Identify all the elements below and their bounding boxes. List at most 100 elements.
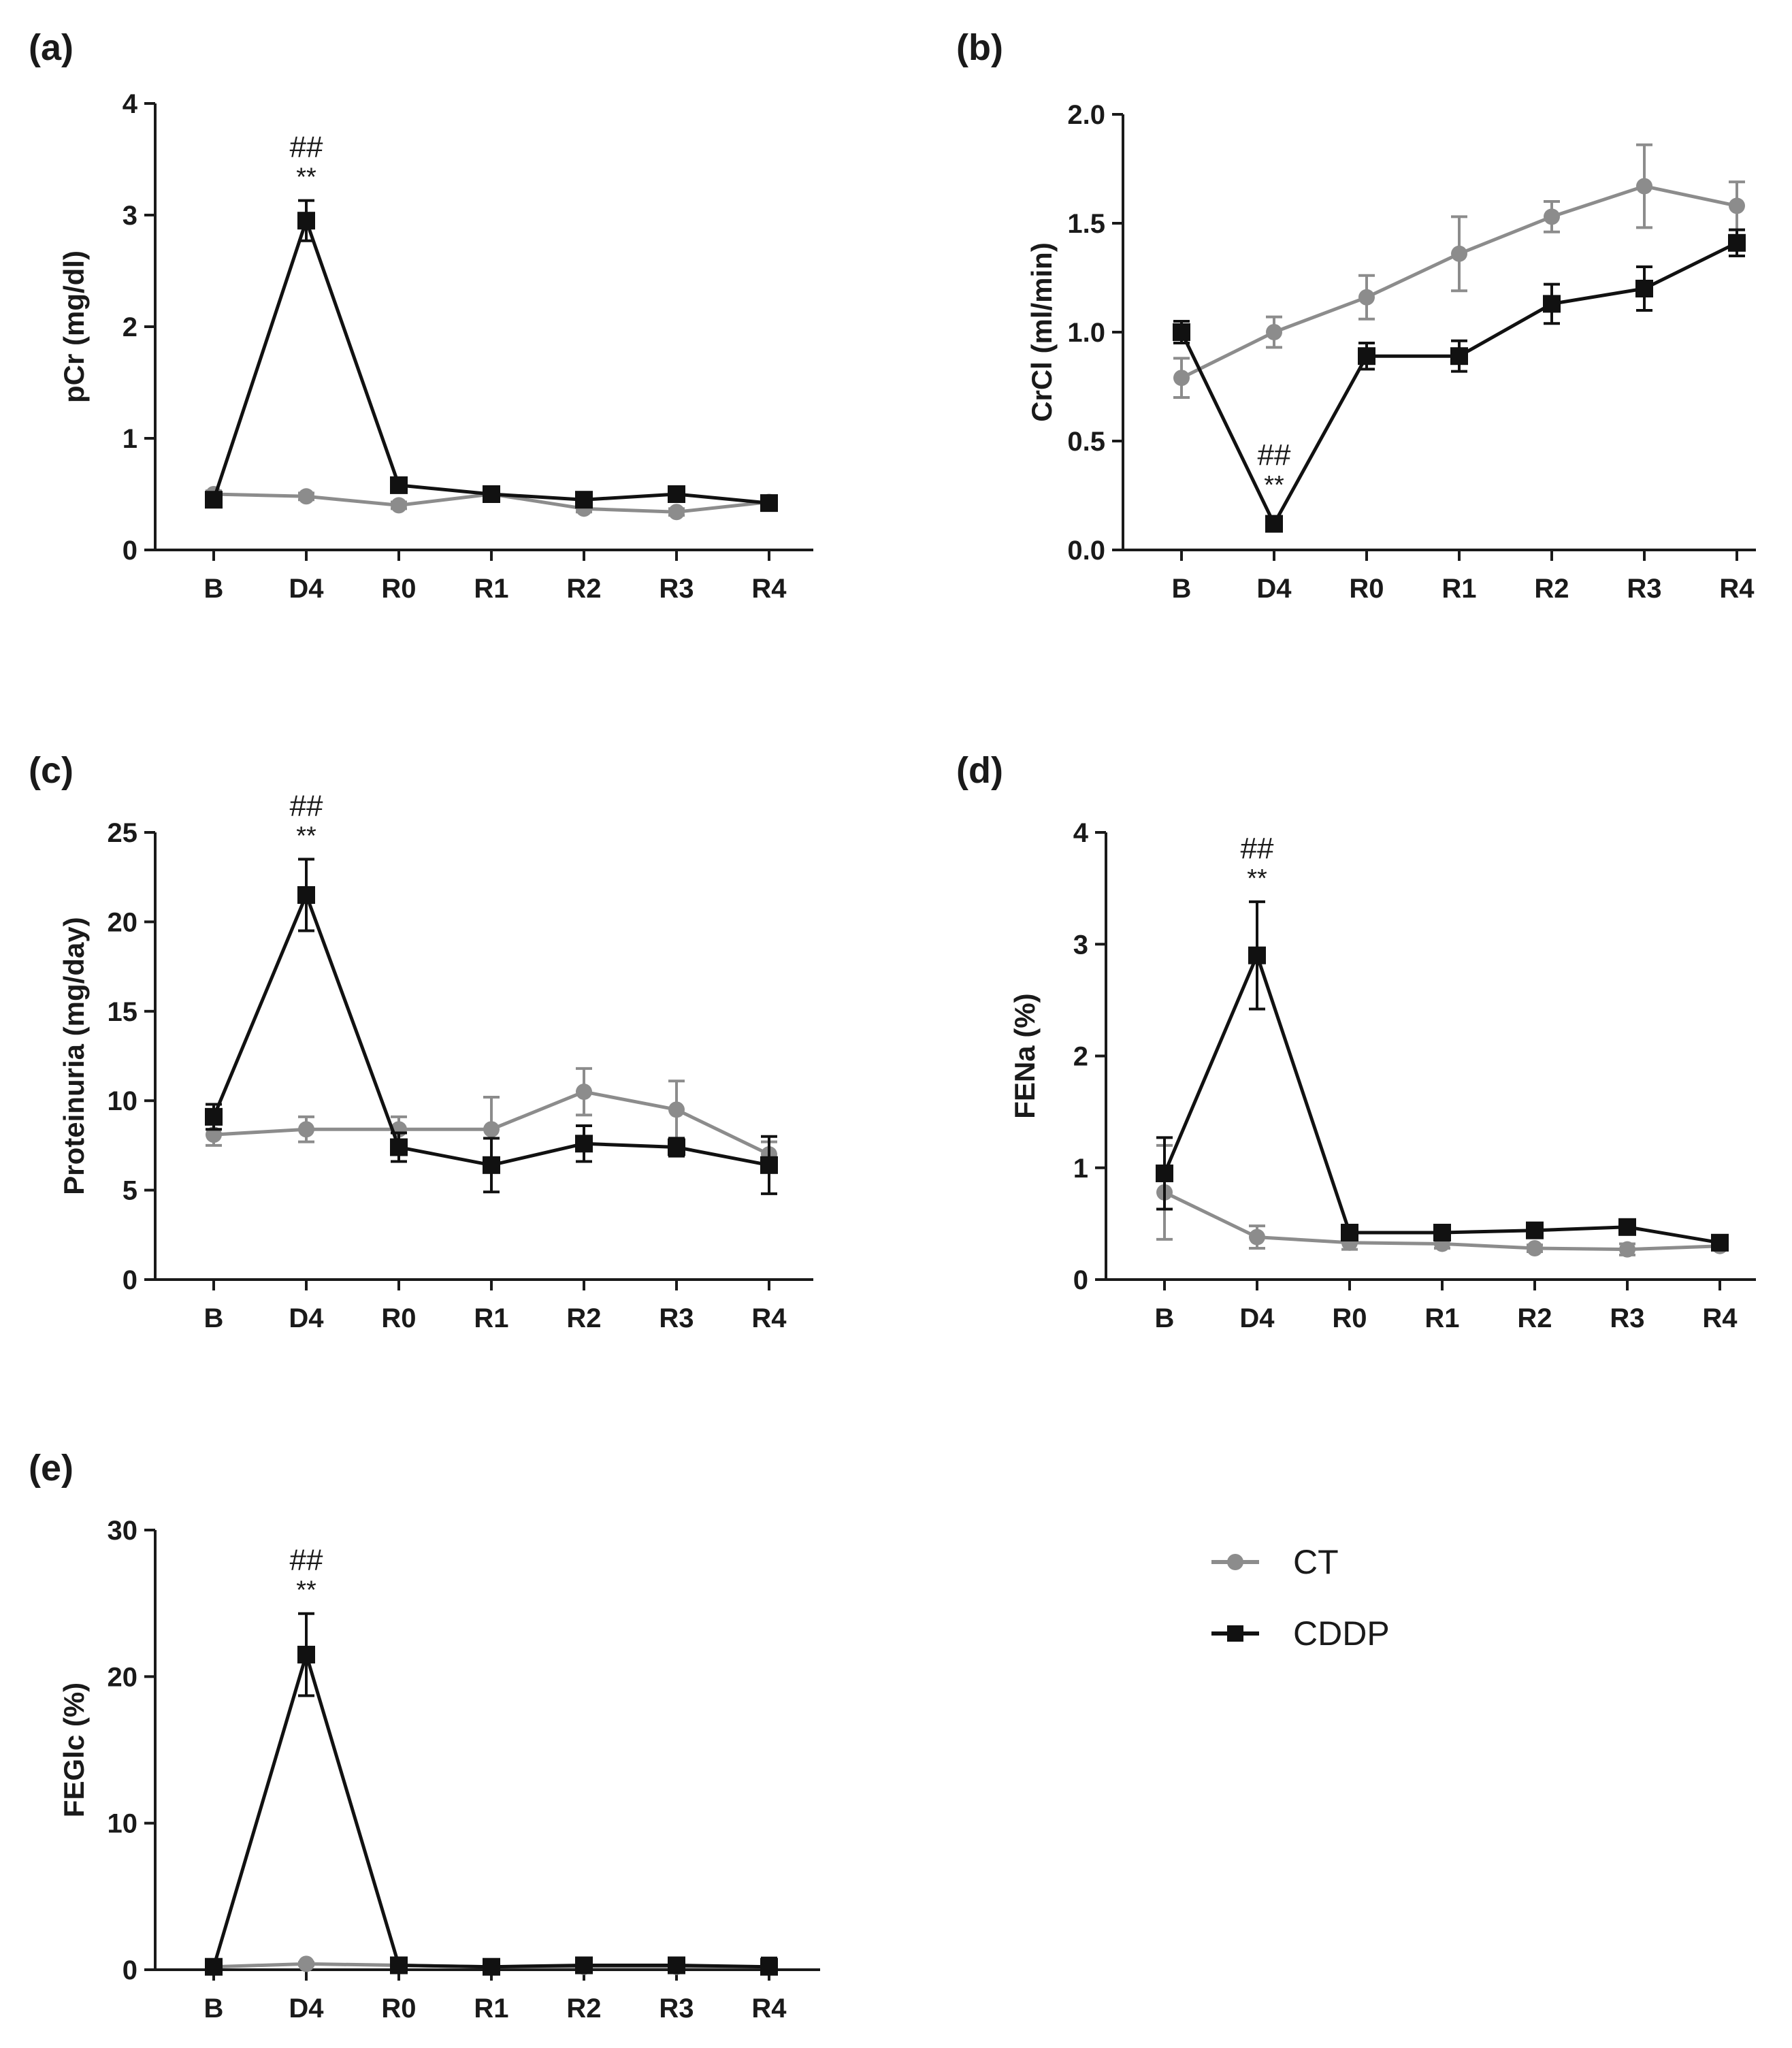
series-cddp bbox=[205, 1612, 778, 1976]
data-point-cddp bbox=[390, 1956, 408, 1974]
x-tick-label: R0 bbox=[381, 1303, 416, 1333]
x-tick-label: D4 bbox=[289, 1303, 324, 1333]
data-point-cddp bbox=[390, 476, 408, 494]
x-tick-label: R3 bbox=[659, 1994, 694, 2023]
series-cddp bbox=[205, 858, 778, 1195]
y-tick-label: 1 bbox=[123, 424, 137, 454]
y-tick-label: 2 bbox=[1073, 1042, 1088, 1072]
chart-panel-d: (d) 0 1 2 3 4 B D4 R0 R1 R2 R3 R4 FENa (%) **## bbox=[956, 750, 1756, 1333]
y-axis-label: CrCl (ml/min) bbox=[1026, 242, 1058, 422]
x-tick-label: R4 bbox=[751, 574, 787, 604]
x-tick-label: R4 bbox=[751, 1303, 787, 1333]
legend-marker-cddp bbox=[1227, 1625, 1243, 1642]
panel-label-b: (b) bbox=[956, 27, 1003, 68]
series-line-cddp bbox=[212, 1653, 770, 1969]
x-tick-label: R2 bbox=[566, 1994, 601, 2023]
y-tick-label: 5 bbox=[123, 1176, 137, 1206]
y-tick-label: 2.0 bbox=[1067, 100, 1105, 130]
significance-hashes: ## bbox=[1241, 832, 1274, 865]
data-point-cddp bbox=[760, 494, 778, 513]
data-point-ct bbox=[298, 1121, 314, 1138]
chart-panel-a: (a) 0 1 2 3 4 B D4 R0 R1 R2 R3 R4 pCr (mg/dl) **## bbox=[29, 27, 813, 604]
x-tick-label: B bbox=[204, 1994, 224, 2023]
significance-stars: ** bbox=[1264, 471, 1284, 500]
y-axis-label: pCr (mg/dl) bbox=[58, 250, 90, 403]
x-tick-label: R2 bbox=[1517, 1303, 1552, 1333]
x-tick-label: R4 bbox=[1719, 574, 1755, 604]
data-point-cddp bbox=[668, 1956, 685, 1974]
panel-label-a: (a) bbox=[29, 27, 74, 68]
significance-hashes: ## bbox=[290, 789, 323, 822]
data-point-ct bbox=[1729, 197, 1745, 214]
x-tick-label: D4 bbox=[1239, 1303, 1275, 1333]
chart-panel-c: (c) 0 5 10 15 20 25 B D4 R0 R1 R2 R3 R4 Proteinuria (m… bbox=[29, 750, 813, 1333]
data-point-cddp bbox=[483, 1156, 500, 1174]
data-point-cddp bbox=[1341, 1224, 1358, 1242]
data-point-ct bbox=[1173, 370, 1190, 387]
series-ct bbox=[1156, 1143, 1728, 1258]
data-point-ct bbox=[1544, 208, 1560, 225]
data-point-cddp bbox=[483, 485, 500, 503]
x-tick-label: B bbox=[204, 1303, 224, 1333]
significance-hashes: ## bbox=[290, 131, 323, 164]
y-tick-label: 4 bbox=[1073, 818, 1089, 848]
x-tick-label: R0 bbox=[381, 574, 416, 604]
y-tick-label: 10 bbox=[108, 1809, 138, 1839]
data-point-cddp bbox=[1248, 946, 1266, 964]
x-tick-label: R1 bbox=[1441, 574, 1476, 604]
data-point-ct bbox=[1358, 289, 1375, 306]
x-tick-label: D4 bbox=[289, 1994, 324, 2023]
y-axis-label: Proteinuria (mg/day) bbox=[58, 917, 90, 1194]
legend-label-cddp: CDDP bbox=[1293, 1614, 1390, 1653]
series-cddp bbox=[1173, 228, 1746, 533]
data-point-ct bbox=[668, 504, 685, 521]
series-line-cddp bbox=[212, 218, 770, 505]
significance-stars: ** bbox=[296, 163, 316, 192]
x-tick-label: R3 bbox=[1627, 574, 1661, 604]
x-tick-label: R3 bbox=[659, 1303, 694, 1333]
data-point-ct bbox=[1636, 178, 1652, 195]
data-point-cddp bbox=[205, 1957, 223, 1976]
data-point-ct bbox=[1451, 245, 1467, 262]
x-tick-label: R4 bbox=[1702, 1303, 1738, 1333]
data-point-cddp bbox=[1433, 1224, 1451, 1242]
legend-label-ct: CT bbox=[1293, 1543, 1339, 1581]
data-point-ct bbox=[391, 497, 407, 514]
data-point-cddp bbox=[668, 485, 685, 503]
y-tick-label: 0.5 bbox=[1067, 427, 1105, 457]
x-tick-label: R1 bbox=[474, 574, 508, 604]
x-tick-label: R3 bbox=[1610, 1303, 1644, 1333]
data-point-cddp bbox=[760, 1957, 778, 1976]
significance-stars: ** bbox=[1247, 864, 1267, 893]
x-tick-label: R0 bbox=[381, 1994, 416, 2023]
significance-stars: ** bbox=[296, 822, 316, 850]
data-point-cddp bbox=[205, 491, 223, 509]
y-tick-label: 15 bbox=[108, 997, 138, 1027]
data-point-cddp bbox=[483, 1957, 500, 1976]
data-point-cddp bbox=[575, 1956, 593, 1974]
x-tick-label: R3 bbox=[659, 574, 694, 604]
data-point-ct bbox=[298, 1955, 314, 1972]
y-tick-label: 0.0 bbox=[1067, 536, 1105, 566]
data-point-cddp bbox=[1728, 233, 1746, 252]
x-tick-label: R2 bbox=[566, 1303, 601, 1333]
y-tick-label: 10 bbox=[108, 1086, 138, 1116]
chart-panel-b: (b) 0.0 0.5 1.0 1.5 2.0 B D4 R0 R1 R2 R3 R4 CrCl (ml/… bbox=[956, 27, 1756, 604]
data-point-cddp bbox=[575, 491, 593, 509]
y-tick-label: 0 bbox=[123, 536, 137, 566]
data-point-cddp bbox=[760, 1156, 778, 1174]
data-point-cddp bbox=[1711, 1233, 1729, 1252]
y-tick-label: 20 bbox=[108, 907, 138, 937]
y-tick-label: 3 bbox=[1073, 930, 1088, 960]
data-point-ct bbox=[1249, 1229, 1265, 1246]
significance-hashes: ## bbox=[1258, 438, 1291, 472]
data-point-ct bbox=[483, 1121, 500, 1138]
legend: CT CDDP bbox=[1211, 1543, 1390, 1653]
panel-label-d: (d) bbox=[956, 750, 1003, 791]
y-tick-label: 2 bbox=[123, 312, 137, 342]
y-tick-label: 20 bbox=[108, 1662, 138, 1692]
data-point-cddp bbox=[205, 1107, 223, 1126]
data-point-cddp bbox=[1618, 1218, 1636, 1236]
